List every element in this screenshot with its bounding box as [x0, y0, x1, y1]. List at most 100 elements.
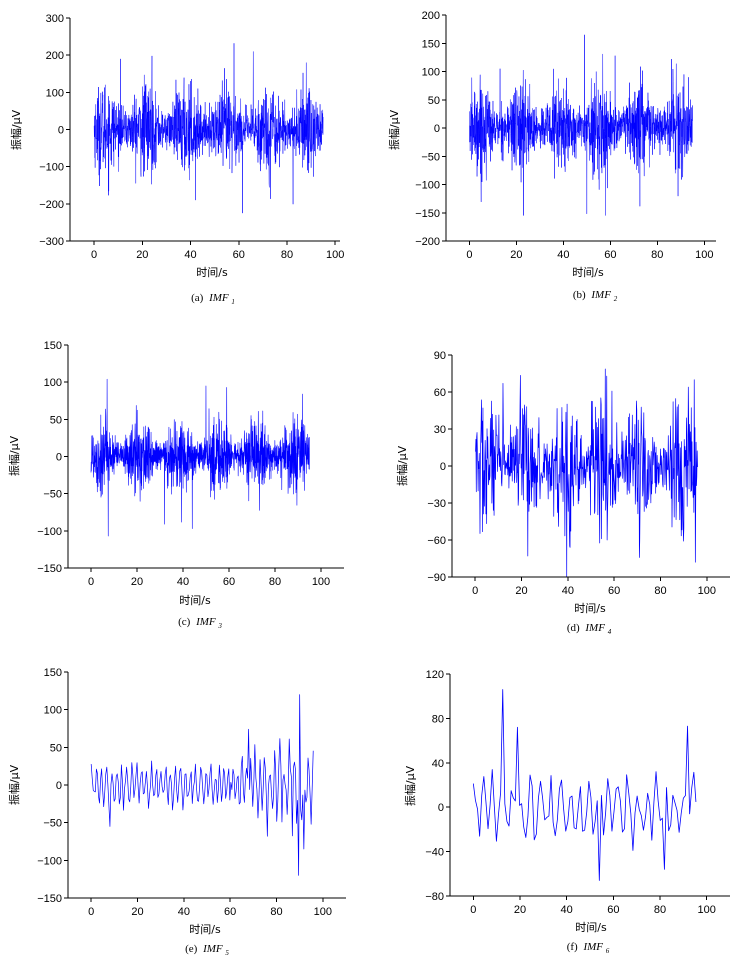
y-tick-label: −100 — [37, 855, 62, 867]
x-tick-label: 40 — [557, 249, 569, 261]
y-tick-label: 100 — [422, 67, 440, 79]
x-tick-label: 60 — [224, 906, 236, 918]
y-tick-label: −50 — [43, 489, 62, 501]
y-tick-label: 60 — [434, 387, 446, 399]
x-ticks-b: 0 20 40 60 80 100 — [466, 241, 713, 261]
x-axis-label-c: 时间/s — [179, 594, 211, 607]
caption-e: (e) IMF 5 — [185, 943, 229, 957]
x-ticks-d: 0 20 40 60 80 100 — [472, 577, 716, 597]
y-tick-label: −30 — [427, 498, 446, 510]
y-tick-label: 90 — [434, 350, 446, 362]
y-tick-label: −50 — [43, 818, 62, 830]
caption-prefix-a: (a) — [191, 292, 204, 304]
x-ticks-f: 0 20 40 60 80 100 — [470, 896, 716, 916]
x-tick-label: 20 — [515, 585, 527, 597]
signal-line-e — [90, 694, 314, 876]
y-tick-label: −200 — [39, 199, 64, 211]
caption-prefix-b: (b) — [573, 289, 586, 301]
caption-name-f: IMF — [582, 941, 603, 953]
x-tick-label: 100 — [697, 904, 715, 916]
x-axis-label-b: 时间/s — [572, 266, 604, 279]
x-tick-label: 0 — [470, 904, 476, 916]
x-tick-label: 80 — [281, 249, 293, 261]
y-tick-label: 300 — [46, 13, 64, 25]
x-tick-label: 40 — [562, 585, 574, 597]
y-ticks-e: −150 −100 −50 0 50 100 150 — [37, 667, 68, 905]
y-tick-label: 120 — [426, 669, 444, 681]
y-tick-label: −200 — [415, 236, 440, 248]
caption-c: (c) IMF 3 — [178, 616, 222, 630]
y-ticks-c: −150 −100 −50 0 50 100 150 — [37, 340, 68, 575]
trace-c — [90, 378, 310, 537]
trace-f — [472, 689, 697, 881]
plot-area-f — [450, 674, 730, 896]
y-tick-label: 50 — [50, 414, 62, 426]
caption-sub-c: 3 — [217, 622, 222, 630]
signal-line-b — [469, 34, 693, 216]
x-tick-label: 40 — [177, 576, 189, 588]
y-tick-label: 100 — [44, 705, 62, 717]
y-tick-label: 0 — [58, 125, 64, 137]
y-tick-label: 150 — [44, 667, 62, 679]
caption-sub-f: 6 — [606, 947, 610, 955]
y-tick-label: 100 — [44, 377, 62, 389]
trace-b — [469, 34, 693, 216]
panel-b: −200 −150 −100 −50 0 50 100 150 200 0 20 40 60 80 100… — [387, 10, 716, 303]
y-ticks-b: −200 −150 −100 −50 0 50 100 150 200 — [415, 10, 446, 248]
x-tick-label: 0 — [88, 576, 94, 588]
caption-prefix-e: (e) — [185, 943, 198, 955]
x-tick-label: 20 — [514, 904, 526, 916]
caption-prefix-d: (d) — [567, 622, 580, 634]
y-tick-label: −100 — [39, 162, 64, 174]
y-axis-label-a: 振幅/μV — [9, 109, 23, 150]
x-tick-label: 80 — [654, 904, 666, 916]
caption-name-d: IMF — [584, 622, 605, 634]
y-tick-label: 0 — [438, 802, 444, 814]
trace-d — [475, 368, 698, 578]
x-axis-label-f: 时间/s — [575, 921, 607, 934]
y-axis-label-d: 振幅/μV — [395, 445, 409, 486]
caption-a: (a) IMF 1 — [191, 292, 235, 306]
x-axis-label-d: 时间/s — [574, 602, 606, 615]
y-tick-label: −100 — [37, 526, 62, 538]
x-tick-label: 60 — [607, 904, 619, 916]
y-tick-label: 100 — [46, 87, 64, 99]
caption-name-c: IMF — [195, 616, 216, 628]
y-ticks-a: −300 −200 −100 0 100 200 300 — [39, 13, 70, 248]
trace-e — [90, 694, 314, 876]
caption-sub-d: 4 — [608, 628, 612, 636]
signal-line-c — [90, 378, 310, 537]
x-tick-label: 60 — [604, 249, 616, 261]
x-tick-label: 0 — [88, 906, 94, 918]
x-tick-label: 20 — [131, 576, 143, 588]
x-tick-label: 60 — [223, 576, 235, 588]
y-tick-label: 0 — [56, 780, 62, 792]
x-ticks-c: 0 20 40 60 80 100 — [88, 568, 330, 588]
y-ticks-d: −90 −60 −30 0 30 60 90 — [427, 350, 452, 584]
y-axis-label-e: 振幅/μV — [7, 764, 21, 805]
y-tick-label: 0 — [56, 452, 62, 464]
x-tick-label: 60 — [233, 249, 245, 261]
x-tick-label: 100 — [326, 249, 344, 261]
caption-sub-e: 5 — [225, 949, 229, 957]
y-tick-label: −150 — [415, 208, 440, 220]
x-ticks-e: 0 20 40 60 80 100 — [88, 898, 332, 918]
x-tick-label: 100 — [698, 585, 716, 597]
y-tick-label: −150 — [37, 563, 62, 575]
caption-prefix-c: (c) — [178, 616, 191, 628]
x-tick-label: 100 — [312, 576, 330, 588]
x-tick-label: 0 — [91, 249, 97, 261]
y-tick-label: −50 — [421, 151, 440, 163]
caption-d: (d) IMF 4 — [567, 622, 612, 636]
caption-prefix-f: (f) — [567, 941, 578, 953]
y-tick-label: 150 — [422, 38, 440, 50]
y-tick-label: 50 — [428, 95, 440, 107]
y-tick-label: 0 — [434, 123, 440, 135]
x-tick-label: 20 — [136, 249, 148, 261]
x-tick-label: 40 — [178, 906, 190, 918]
y-tick-label: −40 — [425, 847, 444, 859]
panel-f: −80 −40 0 40 80 120 0 20 40 60 80 100 振幅/μV 时间/s (… — [403, 669, 730, 955]
caption-f: (f) IMF 6 — [567, 941, 610, 955]
x-axis-label-e: 时间/s — [189, 923, 221, 936]
